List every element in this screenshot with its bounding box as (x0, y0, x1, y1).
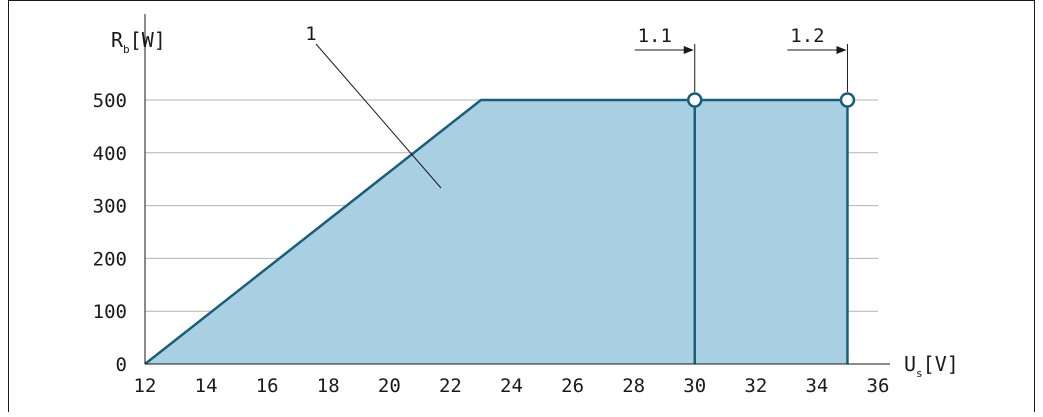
marker-arrowhead-1.1 (683, 46, 694, 54)
x-tick-label-20: 20 (378, 375, 401, 397)
x-tick-label-32: 32 (744, 375, 767, 397)
x-tick-labels: 12 14 16 18 20 22 24 26 28 30 32 34 36 (134, 375, 890, 397)
axes (144, 14, 890, 365)
marker-arrowhead-1.2 (836, 46, 847, 54)
x-tick-label-18: 18 (317, 375, 340, 397)
x-axis-symbol: U (904, 352, 916, 376)
x-axis-title: Us[V] (904, 352, 959, 380)
y-axis-symbol: R (111, 28, 124, 52)
chart-border (8, 0, 1035, 417)
annotations: 1.1 1.2 1 (305, 23, 856, 189)
x-tick-label-24: 24 (500, 375, 523, 397)
x-tick-label-30: 30 (683, 375, 706, 397)
x-tick-label-36: 36 (867, 375, 890, 397)
x-tick-label-34: 34 (805, 375, 828, 397)
region-label: 1 (305, 23, 316, 45)
x-axis-subscript: s (916, 367, 923, 380)
x-tick-label-16: 16 (256, 375, 279, 397)
plot-area (144, 98, 849, 365)
region-label-leader (315, 43, 442, 189)
y-axis-unit: [W] (130, 28, 166, 52)
x-axis-unit: [V] (923, 352, 959, 376)
x-tick-label-14: 14 (195, 375, 218, 397)
y-tick-label-100: 100 (93, 301, 127, 323)
y-axis-subscript: b (123, 43, 130, 56)
operating-region (145, 100, 848, 364)
boundary-line (144, 98, 849, 365)
y-tick-label-300: 300 (93, 196, 127, 218)
marker-point-1.2 (839, 92, 856, 108)
marker-point-1.1 (687, 92, 703, 108)
marker-label-1.2: 1.2 (790, 25, 824, 47)
x-tick-label-12: 12 (134, 375, 157, 397)
y-axis-title: Rb[W] (111, 28, 166, 56)
y-tick-labels: 0 100 200 300 400 500 (93, 90, 127, 376)
x-tick-label-26: 26 (561, 375, 584, 397)
x-tick-label-28: 28 (622, 375, 645, 397)
x-tick-label-22: 22 (439, 375, 462, 397)
y-tick-label-400: 400 (93, 143, 127, 165)
y-tick-label-500: 500 (93, 90, 127, 112)
y-tick-label-200: 200 (93, 248, 127, 270)
marker-label-1.1: 1.1 (638, 25, 672, 47)
y-tick-label-0: 0 (116, 354, 127, 376)
